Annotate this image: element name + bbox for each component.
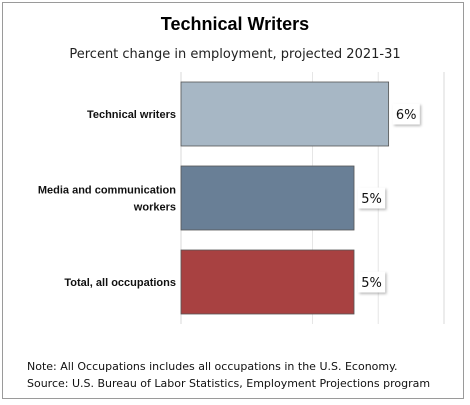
value-label-text: 5%: [361, 192, 382, 207]
value-labels: 6% 5% 5%: [358, 103, 420, 293]
bar: [180, 249, 355, 315]
bars: [180, 81, 390, 315]
value-label: 6%: [392, 103, 420, 125]
chart-title: Technical Writers: [160, 14, 310, 34]
category-label: workers: [133, 202, 176, 214]
value-label: 5%: [358, 271, 386, 293]
footnote: Note: All Occupations includes all occup…: [27, 360, 398, 373]
value-label: 5%: [358, 187, 386, 209]
source-note: Source: U.S. Bureau of Labor Statistics,…: [27, 377, 431, 390]
value-label-box: [392, 103, 420, 125]
value-label-text: 6%: [396, 108, 417, 123]
category-label: Technical writers: [87, 109, 176, 121]
bar: [180, 165, 355, 231]
category-label: Total, all occupations: [64, 277, 176, 289]
value-label-box: [358, 271, 386, 293]
value-label-box: [358, 187, 386, 209]
category-labels: Technical writers Media and communication…: [38, 109, 176, 289]
category-label: Media and communication: [38, 185, 176, 197]
value-label-text: 5%: [361, 276, 382, 291]
bar: [180, 81, 390, 147]
chart-subtitle: Percent change in employment, projected …: [69, 47, 401, 62]
